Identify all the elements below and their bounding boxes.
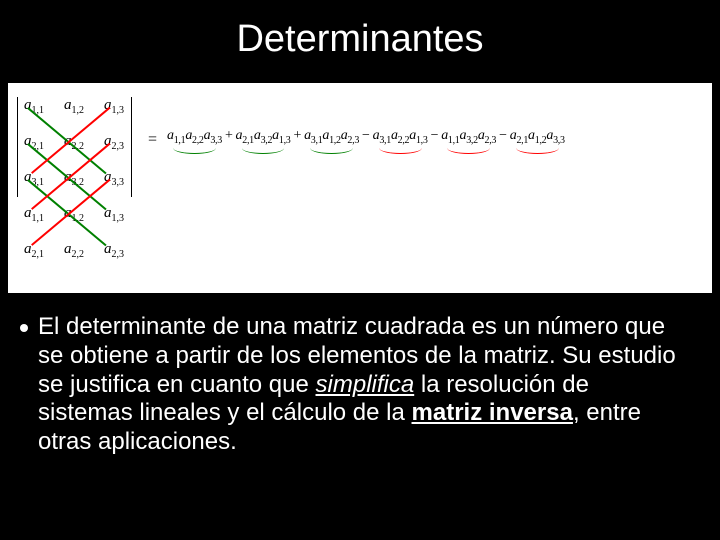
term-arc: [379, 142, 422, 154]
sarrus-formula-box: a1,1a1,2a1,3a2,1a2,2a2,3a3,1a3,2a3,3a1,1…: [8, 83, 712, 293]
equals-sign: =: [148, 131, 157, 149]
expansion-term: a2,1a3,2a1,3: [236, 128, 291, 146]
expansion-term: a3,1a1,2a2,3: [304, 128, 359, 146]
term-arc: [516, 142, 559, 154]
matrix-cell: a1,3: [104, 205, 124, 224]
expansion-term: a1,1a2,2a3,3: [167, 128, 222, 146]
operator: −: [362, 128, 370, 143]
matrix-cell: a1,3: [104, 97, 124, 116]
expansion-term: a1,1a3,2a2,3: [441, 128, 496, 146]
term-arc: [447, 142, 490, 154]
matrix-cell: a2,2: [64, 241, 84, 260]
operator: −: [499, 128, 507, 143]
expansion-term: a2,1a1,2a3,3: [510, 128, 565, 146]
matrix-cell: a3,3: [104, 169, 124, 188]
matrix-cell: a2,3: [104, 133, 124, 152]
bullet-icon: [20, 324, 28, 332]
operator: −: [431, 128, 439, 143]
determinant-expansion: a1,1a2,2a3,3+a2,1a3,2a1,3+a3,1a1,2a2,3−a…: [166, 128, 566, 146]
page-title: Determinantes: [0, 0, 720, 61]
expansion-term: a3,1a2,2a1,3: [373, 128, 428, 146]
operator: +: [293, 128, 301, 143]
body-text-span: simplifica: [316, 371, 415, 398]
term-arc: [310, 142, 353, 154]
body-paragraph: El determinante de una matriz cuadrada e…: [0, 293, 720, 457]
matrix-with-sarrus-lines: a1,1a1,2a1,3a2,1a2,2a2,3a3,1a3,2a3,3a1,1…: [16, 93, 141, 283]
operator: +: [225, 128, 233, 143]
body-text-span: matriz inversa: [412, 399, 573, 426]
term-arc: [173, 142, 216, 154]
matrix-cell: a2,3: [104, 241, 124, 260]
matrix-left-bar: [17, 97, 18, 197]
matrix-right-bar: [131, 97, 132, 197]
matrix-cell: a1,2: [64, 97, 84, 116]
term-arc: [242, 142, 285, 154]
